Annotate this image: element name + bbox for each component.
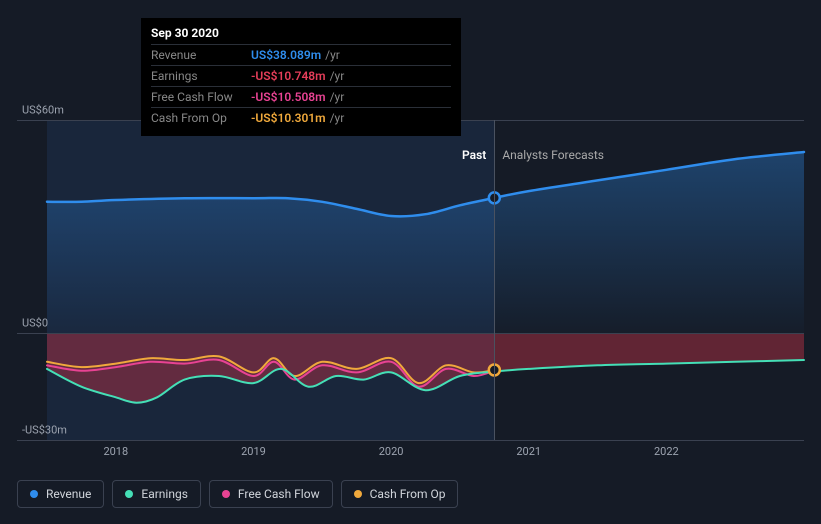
legend-label: Free Cash Flow	[238, 487, 320, 501]
tooltip-label: Revenue	[151, 48, 251, 62]
tooltip-unit: /yr	[330, 69, 345, 83]
tooltip-unit: /yr	[325, 48, 340, 62]
past-label: Past	[462, 148, 486, 162]
x-axis-label: 2019	[241, 445, 266, 458]
legend-cashop[interactable]: Cash From Op	[341, 480, 459, 508]
forecast-label: Analysts Forecasts	[502, 148, 604, 162]
chart-tooltip: Sep 30 2020 RevenueUS$38.089m/yrEarnings…	[141, 18, 461, 136]
x-axis-labels: 2018 2019 2020 2021 2022	[17, 445, 804, 465]
tooltip-label: Earnings	[151, 69, 251, 83]
legend-dot	[30, 490, 38, 498]
tooltip-date: Sep 30 2020	[151, 26, 451, 40]
y-axis-label: -US$30m	[22, 424, 67, 437]
tooltip-row: RevenueUS$38.089m/yr	[151, 44, 451, 65]
x-axis-label: 2018	[103, 445, 128, 458]
legend-dot	[222, 490, 230, 498]
tooltip-label: Cash From Op	[151, 111, 251, 125]
x-axis-label: 2022	[654, 445, 679, 458]
legend-revenue[interactable]: Revenue	[17, 480, 104, 508]
tooltip-unit: /yr	[330, 90, 345, 104]
tooltip-row: Cash From Op-US$10.301m/yr	[151, 107, 451, 128]
chart-canvas	[17, 120, 804, 440]
tooltip-value: -US$10.508m	[251, 90, 326, 104]
gridline	[17, 440, 804, 441]
y-axis-label: US$0	[22, 317, 48, 330]
y-axis-label: US$60m	[22, 104, 64, 117]
tooltip-value: US$38.089m	[251, 48, 321, 62]
tooltip-row: Earnings-US$10.748m/yr	[151, 65, 451, 86]
past-forecast-divider	[494, 120, 495, 440]
tooltip-unit: /yr	[330, 111, 345, 125]
gridline	[17, 333, 804, 334]
legend-fcf[interactable]: Free Cash Flow	[209, 480, 333, 508]
x-axis-label: 2020	[379, 445, 404, 458]
legend-label: Cash From Op	[370, 487, 446, 501]
earnings-chart: US$60mUS$0-US$30mPastAnalysts Forecasts	[17, 120, 804, 440]
chart-legend: Revenue Earnings Free Cash Flow Cash From O…	[17, 480, 458, 508]
tooltip-value: -US$10.748m	[251, 69, 326, 83]
legend-dot	[125, 490, 133, 498]
legend-label: Earnings	[141, 487, 188, 501]
legend-label: Revenue	[46, 487, 91, 501]
tooltip-value: -US$10.301m	[251, 111, 326, 125]
tooltip-label: Free Cash Flow	[151, 90, 251, 104]
x-axis-label: 2021	[516, 445, 541, 458]
legend-earnings[interactable]: Earnings	[112, 480, 201, 508]
tooltip-row: Free Cash Flow-US$10.508m/yr	[151, 86, 451, 107]
legend-dot	[354, 490, 362, 498]
